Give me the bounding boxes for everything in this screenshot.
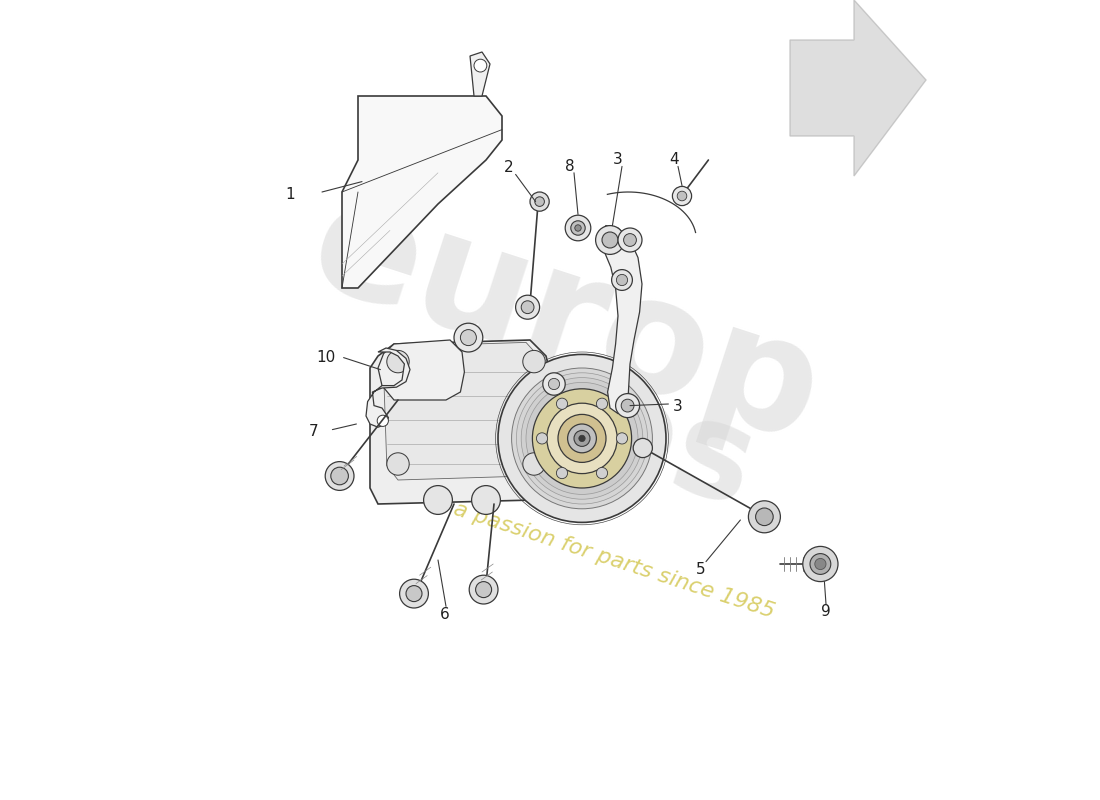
Circle shape [521,301,534,314]
Text: 5: 5 [695,562,705,577]
Circle shape [532,389,631,488]
Text: 4: 4 [669,153,679,167]
Polygon shape [342,96,502,288]
Circle shape [595,226,625,254]
Text: 2: 2 [504,161,514,175]
Text: 6: 6 [440,607,449,622]
Text: 3: 3 [673,399,683,414]
Text: 9: 9 [821,605,830,619]
Polygon shape [470,52,490,96]
Text: 7: 7 [309,424,319,438]
Polygon shape [600,226,642,414]
Circle shape [475,582,492,598]
Polygon shape [384,342,543,480]
Circle shape [574,430,590,446]
Circle shape [424,486,452,514]
Circle shape [568,424,596,453]
Polygon shape [370,340,550,504]
Polygon shape [378,340,464,400]
Circle shape [516,295,540,319]
Circle shape [542,373,565,395]
Circle shape [596,467,607,478]
Circle shape [612,270,632,290]
Circle shape [678,191,686,201]
Circle shape [803,546,838,582]
Circle shape [512,368,652,509]
Circle shape [549,378,560,390]
Circle shape [537,433,548,444]
Circle shape [535,197,544,206]
Circle shape [522,453,546,475]
Text: 1: 1 [285,187,295,202]
Circle shape [616,394,639,418]
Circle shape [748,501,780,533]
Circle shape [634,438,652,458]
Circle shape [387,453,409,475]
Circle shape [526,382,638,494]
Circle shape [616,274,628,286]
Circle shape [756,508,773,526]
Circle shape [672,186,692,206]
Text: europ: europ [293,166,839,474]
Circle shape [575,225,581,231]
Text: a passion for parts since 1985: a passion for parts since 1985 [451,498,777,622]
Circle shape [815,558,826,570]
Text: ares: ares [425,314,771,534]
Circle shape [530,192,549,211]
Circle shape [565,215,591,241]
Circle shape [516,373,648,504]
Circle shape [521,378,642,499]
Circle shape [547,403,617,474]
Circle shape [579,435,585,442]
Circle shape [377,415,388,426]
Circle shape [624,234,637,246]
Text: 10: 10 [317,350,336,365]
Circle shape [616,433,628,444]
Circle shape [406,586,422,602]
Circle shape [810,554,830,574]
Polygon shape [790,0,926,176]
Circle shape [557,398,568,410]
Circle shape [472,486,500,514]
Text: 8: 8 [565,159,575,174]
Circle shape [454,323,483,352]
Polygon shape [366,348,410,427]
Circle shape [498,354,666,522]
Circle shape [557,467,568,478]
Text: 3: 3 [613,153,623,167]
Circle shape [571,221,585,235]
Circle shape [621,399,634,412]
Circle shape [470,575,498,604]
Circle shape [461,330,476,346]
Circle shape [558,414,606,462]
Circle shape [326,462,354,490]
Circle shape [618,228,642,252]
Circle shape [331,467,349,485]
Circle shape [596,398,607,410]
Circle shape [602,232,618,248]
Circle shape [474,59,487,72]
Circle shape [399,579,428,608]
Circle shape [387,350,409,373]
Circle shape [522,350,546,373]
